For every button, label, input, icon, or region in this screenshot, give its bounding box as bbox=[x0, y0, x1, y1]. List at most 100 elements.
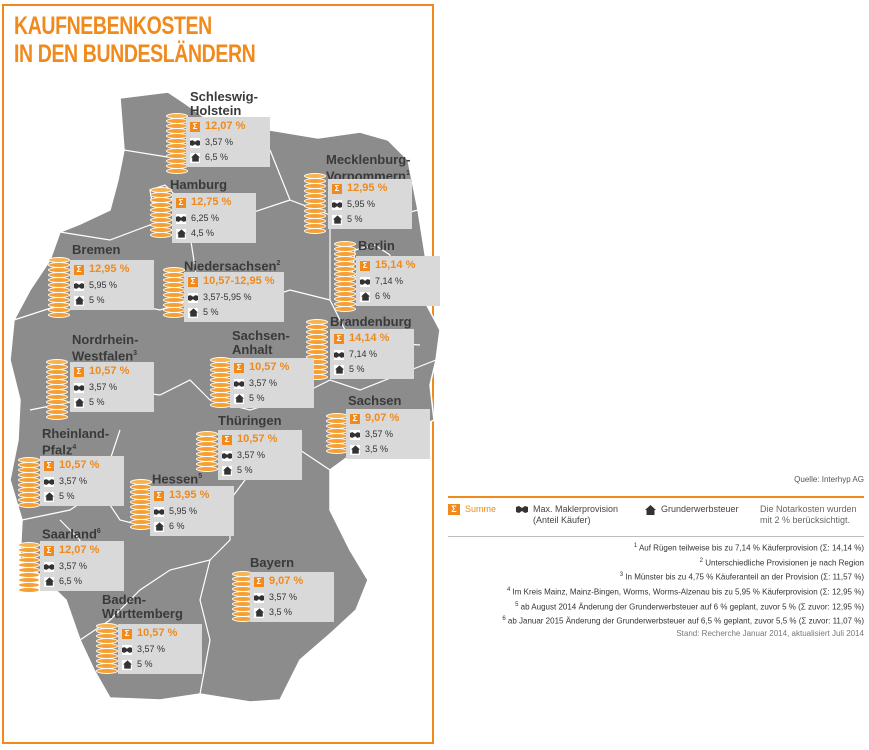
house-icon bbox=[74, 295, 84, 306]
legend-broker-label: Max. Maklerprovision (Anteil Käufer) bbox=[533, 504, 619, 525]
state-name-text: Baden- Württemberg bbox=[102, 592, 183, 621]
footnote-number: 5 bbox=[515, 601, 519, 608]
footnote-marker: 1 bbox=[405, 170, 410, 177]
state-name-bayern: Bayern bbox=[250, 556, 294, 570]
cost-box-nordrhein-westfalen: Σ 10,57 % 3,57 % 5 % bbox=[70, 362, 154, 412]
cost-row-sum: Σ 13,95 % bbox=[154, 489, 209, 502]
coin bbox=[150, 187, 172, 193]
footnote-marker: 5 bbox=[198, 473, 203, 480]
cost-row-broker: 7,14 % bbox=[334, 348, 377, 361]
state-name-schleswig-holstein: Schleswig- Holstein bbox=[190, 90, 258, 118]
state-name-text: Thüringen bbox=[218, 413, 282, 428]
handshake-icon bbox=[332, 199, 342, 210]
house-icon bbox=[122, 659, 132, 670]
sigma-icon: Σ bbox=[360, 260, 370, 271]
cost-row-tax: 6 % bbox=[154, 520, 185, 533]
cost-value-tax: 5 % bbox=[203, 307, 219, 317]
cost-row-sum: Σ 12,07 % bbox=[190, 120, 245, 133]
cost-value-sum: 12,07 % bbox=[59, 544, 100, 556]
cost-box-sachsen: Σ 9,07 % 3,57 % 3,5 % bbox=[346, 409, 430, 459]
legend-note: Die Notarkosten wurden mit 2 % berücksic… bbox=[760, 504, 857, 525]
coin-stack bbox=[150, 186, 172, 238]
cost-row-broker: 3,57 % bbox=[234, 377, 277, 390]
house-icon bbox=[644, 504, 656, 515]
handshake-icon bbox=[350, 429, 360, 440]
sigma-icon: Σ bbox=[332, 183, 342, 194]
footnote-marker: 6 bbox=[96, 528, 101, 535]
sigma-icon: Σ bbox=[154, 490, 164, 501]
cost-value-tax: 6 % bbox=[169, 521, 185, 531]
coin bbox=[163, 267, 185, 273]
cost-row-broker: 3,57 % bbox=[350, 428, 393, 441]
legend-sum: Σ Summe bbox=[448, 504, 496, 515]
cost-row-tax: 6,5 % bbox=[190, 151, 228, 164]
house-icon bbox=[176, 228, 186, 239]
coin bbox=[166, 113, 188, 119]
footnote-number: 1 bbox=[633, 543, 638, 549]
cost-value-tax: 5 % bbox=[249, 393, 265, 403]
cost-value-sum: 10,57 % bbox=[59, 459, 100, 471]
footnote-marker: 4 bbox=[72, 444, 77, 451]
footnotes: 1 Auf Rügen teilweise bis zu 7,14 % Käuf… bbox=[448, 540, 864, 640]
cost-row-sum: Σ 12,95 % bbox=[332, 182, 387, 195]
cost-value-broker: 5,95 % bbox=[347, 199, 376, 209]
cost-value-tax: 6,5 % bbox=[59, 576, 83, 586]
state-name-text: Berlin bbox=[358, 238, 395, 253]
cost-value-sum: 12,75 % bbox=[191, 196, 232, 208]
sigma-icon: Σ bbox=[334, 333, 344, 344]
sigma-icon: Σ bbox=[176, 197, 186, 208]
house-icon bbox=[350, 444, 360, 455]
cost-value-sum: 10,57-12,95 % bbox=[203, 275, 275, 287]
cost-box-berlin: Σ 15,14 % 7,14 % 6 % bbox=[356, 256, 440, 306]
cost-row-tax: 5 % bbox=[74, 294, 105, 307]
coin-stack bbox=[46, 358, 68, 420]
cost-value-broker: 3,57 % bbox=[365, 429, 394, 439]
cost-value-tax: 6 % bbox=[375, 291, 391, 301]
coin-stack bbox=[18, 456, 40, 508]
legend-tax-label: Grunderwerbsteuer bbox=[661, 504, 739, 514]
cost-row-broker: 3,57 % bbox=[122, 643, 165, 656]
sigma-icon: Σ bbox=[190, 121, 200, 132]
cost-value-tax: 5 % bbox=[347, 214, 363, 224]
cost-value-tax: 5 % bbox=[59, 491, 75, 501]
sigma-icon: Σ bbox=[44, 545, 54, 556]
coin-stack bbox=[96, 622, 118, 674]
coin bbox=[18, 542, 40, 548]
house-icon bbox=[154, 521, 164, 532]
handshake-icon bbox=[254, 592, 264, 603]
cost-row-broker: 7,14 % bbox=[360, 275, 403, 288]
cost-row-broker: 3,57 % bbox=[74, 381, 117, 394]
cost-value-tax: 5 % bbox=[89, 397, 105, 407]
sigma-icon: Σ bbox=[44, 460, 54, 471]
coin-stack bbox=[130, 478, 152, 530]
cost-box-bremen: Σ 12,95 % 5,95 % 5 % bbox=[70, 260, 154, 310]
footnote: 5 ab August 2014 Änderung der Grunderwer… bbox=[448, 599, 864, 614]
sigma-icon: Σ bbox=[74, 264, 84, 275]
cost-value-broker: 3,57 % bbox=[269, 592, 298, 602]
coin bbox=[96, 623, 118, 629]
cost-value-broker: 6,25 % bbox=[191, 213, 220, 223]
cost-row-sum: Σ 9,07 % bbox=[254, 575, 303, 588]
coin bbox=[196, 431, 218, 437]
cost-value-sum: 9,07 % bbox=[365, 412, 400, 424]
cost-value-broker: 3,57 % bbox=[59, 476, 88, 486]
coin-stack bbox=[334, 240, 356, 312]
cost-box-baden-wuerttemberg: Σ 10,57 % 3,57 % 5 % bbox=[118, 624, 202, 674]
cost-row-tax: 5 % bbox=[334, 363, 365, 376]
state-name-niedersachsen: Niedersachsen2 bbox=[184, 257, 280, 273]
handshake-icon bbox=[516, 504, 528, 515]
sigma-icon: Σ bbox=[350, 413, 360, 424]
house-icon bbox=[332, 214, 342, 225]
cost-row-sum: Σ 10,57 % bbox=[234, 361, 289, 374]
coin bbox=[304, 173, 326, 179]
cost-box-mecklenburg-vorpommern: Σ 12,95 % 5,95 % 5 % bbox=[328, 179, 412, 229]
cost-row-broker: 3,57 % bbox=[44, 560, 87, 573]
coin bbox=[326, 413, 348, 419]
cost-row-sum: Σ 10,57 % bbox=[122, 627, 177, 640]
coin-stack bbox=[210, 356, 232, 408]
cost-row-tax: 5 % bbox=[44, 490, 75, 503]
cost-box-hamburg: Σ 12,75 % 6,25 % 4,5 % bbox=[172, 193, 256, 243]
cost-box-schleswig-holstein: Σ 12,07 % 3,57 % 6,5 % bbox=[186, 117, 270, 167]
cost-row-sum: Σ 12,07 % bbox=[44, 544, 99, 557]
state-name-berlin: Berlin bbox=[358, 239, 395, 253]
